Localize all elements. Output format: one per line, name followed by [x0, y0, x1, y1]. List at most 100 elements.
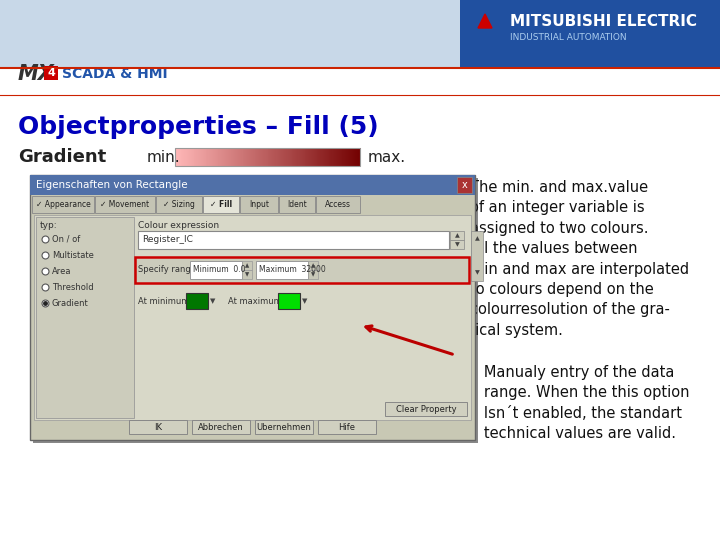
Text: The min. and max.value
of an integer variable is
assigned to two colours.
All th: The min. and max.value of an integer var…: [470, 180, 689, 338]
Bar: [308, 148, 310, 166]
Bar: [234, 148, 236, 166]
Bar: [285, 148, 287, 166]
Bar: [331, 148, 333, 166]
Bar: [357, 148, 359, 166]
Bar: [349, 148, 351, 166]
Bar: [354, 148, 356, 166]
Bar: [178, 148, 180, 166]
Bar: [318, 148, 320, 166]
Text: Ubernehmen: Ubernehmen: [256, 422, 312, 431]
Bar: [236, 148, 238, 166]
Text: Maximum  32000: Maximum 32000: [259, 266, 325, 274]
Text: Minimum  0.0: Minimum 0.0: [193, 266, 246, 274]
Bar: [184, 148, 185, 166]
Text: MX: MX: [18, 64, 55, 84]
Bar: [240, 148, 243, 166]
Bar: [228, 148, 230, 166]
Text: 4: 4: [47, 68, 55, 78]
Text: Multistate: Multistate: [52, 251, 94, 260]
Bar: [184, 148, 186, 166]
Text: ▲: ▲: [454, 233, 459, 238]
Bar: [192, 148, 194, 166]
Bar: [194, 148, 197, 166]
Bar: [321, 148, 323, 166]
Bar: [356, 148, 359, 166]
Text: Gradient: Gradient: [18, 148, 107, 166]
Bar: [182, 148, 184, 166]
Bar: [199, 148, 201, 166]
Bar: [340, 148, 341, 166]
Bar: [256, 261, 308, 279]
Bar: [341, 148, 343, 166]
Text: ▼: ▼: [474, 271, 480, 275]
Bar: [237, 148, 239, 166]
Bar: [323, 148, 325, 166]
Text: ▼: ▼: [311, 272, 315, 277]
Bar: [288, 148, 289, 166]
Bar: [215, 148, 217, 166]
Text: ✓ Appearance: ✓ Appearance: [35, 200, 91, 209]
Bar: [353, 148, 354, 166]
Bar: [244, 148, 246, 166]
Bar: [246, 148, 247, 166]
Bar: [298, 148, 300, 166]
Bar: [310, 148, 312, 166]
Bar: [192, 148, 194, 166]
Bar: [320, 148, 322, 166]
Bar: [269, 148, 270, 166]
Bar: [230, 148, 233, 166]
Bar: [460, 0, 720, 68]
Text: Ident: Ident: [287, 200, 307, 209]
Bar: [242, 261, 252, 270]
Bar: [271, 148, 273, 166]
Bar: [302, 148, 304, 166]
Bar: [33, 178, 478, 443]
Text: Specify range: Specify range: [138, 266, 196, 274]
Bar: [325, 148, 328, 166]
Bar: [305, 148, 307, 166]
Bar: [347, 148, 349, 166]
Bar: [220, 148, 222, 166]
Bar: [350, 148, 352, 166]
Bar: [216, 148, 217, 166]
Bar: [256, 148, 258, 166]
Bar: [264, 148, 266, 166]
Bar: [202, 148, 204, 166]
Text: max.: max.: [368, 150, 406, 165]
Bar: [337, 148, 339, 166]
Bar: [282, 148, 283, 166]
Bar: [243, 148, 245, 166]
Bar: [287, 148, 289, 166]
Bar: [270, 148, 272, 166]
Bar: [273, 148, 275, 166]
Bar: [212, 148, 214, 166]
Bar: [185, 148, 187, 166]
Bar: [203, 148, 204, 166]
Bar: [294, 148, 296, 166]
Bar: [253, 148, 256, 166]
Bar: [0, 0, 720, 68]
Bar: [191, 148, 193, 166]
Bar: [314, 148, 315, 166]
Bar: [283, 148, 285, 166]
Bar: [30, 175, 475, 195]
Bar: [223, 148, 225, 166]
Bar: [201, 148, 203, 166]
Text: IK: IK: [154, 422, 162, 431]
Bar: [318, 420, 376, 434]
Bar: [276, 148, 279, 166]
Bar: [302, 148, 305, 166]
Bar: [200, 148, 202, 166]
Bar: [308, 270, 318, 279]
Text: ▼: ▼: [245, 272, 249, 277]
Bar: [233, 148, 235, 166]
Bar: [318, 148, 320, 166]
Bar: [187, 148, 189, 166]
Bar: [261, 148, 263, 166]
Text: SCADA & HMI: SCADA & HMI: [62, 67, 168, 81]
Bar: [282, 148, 284, 166]
Bar: [327, 148, 328, 166]
Bar: [279, 196, 315, 213]
Bar: [351, 148, 353, 166]
Bar: [385, 402, 467, 416]
